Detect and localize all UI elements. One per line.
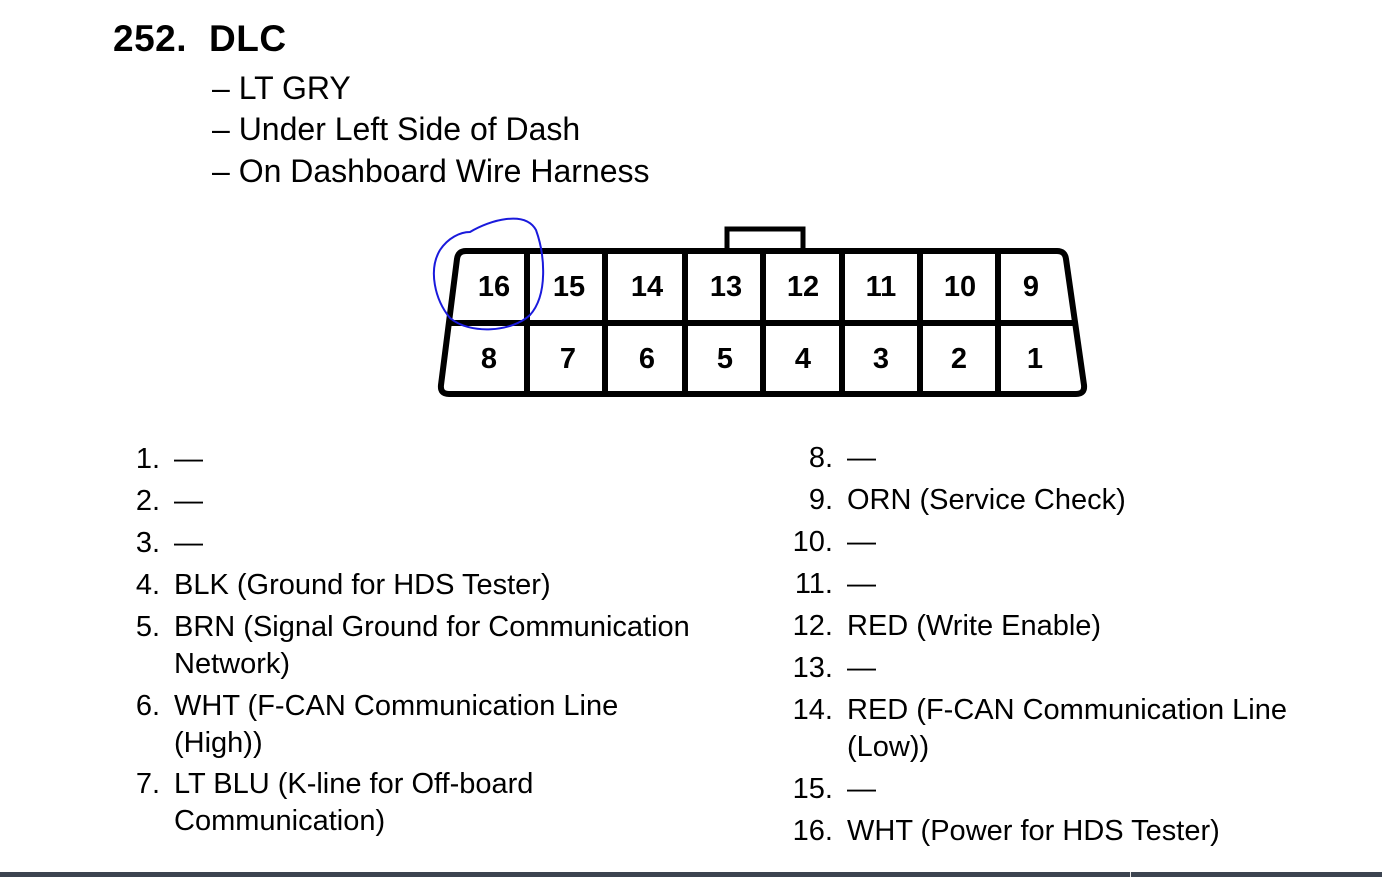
terminal-description: RED (F-CAN Communication Line bbox=[847, 694, 1287, 726]
section-title: DLC bbox=[209, 18, 287, 59]
terminal-label: 3 bbox=[873, 343, 889, 375]
terminal-description: — bbox=[174, 443, 203, 475]
terminal-description-cont: (High)) bbox=[174, 727, 263, 759]
terminal-description-cont: Communication) bbox=[174, 805, 386, 837]
terminal-description: — bbox=[847, 773, 876, 805]
terminal-label: 5 bbox=[717, 343, 733, 375]
terminal-label: 6 bbox=[639, 343, 655, 375]
terminal-number: 15. bbox=[792, 773, 833, 805]
terminal-number: 13. bbox=[792, 652, 833, 684]
terminal-description: LT BLU (K-line for Off-board bbox=[174, 768, 534, 800]
terminal-label: 16 bbox=[478, 271, 510, 303]
terminal-description: — bbox=[847, 568, 876, 600]
section-number: 252. bbox=[113, 18, 188, 59]
terminal-description-cont: (Low)) bbox=[847, 731, 930, 763]
terminal-number: 14. bbox=[792, 694, 833, 726]
terminal-description: — bbox=[847, 442, 876, 474]
terminal-number: 7. bbox=[135, 768, 160, 800]
terminal-number: 9. bbox=[808, 484, 833, 516]
terminal-label: 9 bbox=[1023, 271, 1039, 303]
terminal-number: 6. bbox=[135, 690, 160, 722]
terminal-number: 3. bbox=[135, 527, 160, 559]
detail-location: – Under Left Side of Dash bbox=[212, 111, 581, 147]
terminal-description: BLK (Ground for HDS Tester) bbox=[174, 569, 551, 601]
terminal-label: 14 bbox=[631, 271, 663, 303]
terminal-description: — bbox=[847, 526, 876, 558]
terminal-number: 1. bbox=[135, 443, 160, 475]
page-title: 252. DLC bbox=[113, 18, 287, 60]
terminal-description: WHT (Power for HDS Tester) bbox=[847, 815, 1220, 847]
terminal-description: — bbox=[847, 652, 876, 684]
terminal-label: 8 bbox=[481, 343, 497, 375]
terminal-label: 1 bbox=[1027, 343, 1043, 375]
terminal-label: 11 bbox=[866, 271, 897, 303]
toolbar-divider bbox=[1130, 872, 1131, 877]
bottom-toolbar bbox=[0, 872, 1382, 877]
terminal-label: 2 bbox=[951, 343, 967, 375]
terminal-number: 4. bbox=[135, 569, 160, 601]
highlight-circle bbox=[432, 217, 545, 331]
terminal-label: 15 bbox=[553, 271, 585, 303]
terminal-number: 5. bbox=[135, 611, 160, 643]
terminal-description: WHT (F-CAN Communication Line bbox=[174, 690, 619, 722]
terminal-description: — bbox=[174, 527, 203, 559]
terminal-label: 4 bbox=[795, 343, 811, 375]
terminal-description: — bbox=[174, 485, 203, 517]
terminal-label: 10 bbox=[944, 271, 976, 303]
terminal-number: 12. bbox=[792, 610, 833, 642]
terminal-number: 8. bbox=[808, 442, 833, 474]
terminal-label: 13 bbox=[710, 271, 742, 303]
terminal-number: 2. bbox=[135, 485, 160, 517]
terminal-description: ORN (Service Check) bbox=[847, 484, 1126, 516]
terminal-description: RED (Write Enable) bbox=[847, 610, 1102, 642]
detail-harness: – On Dashboard Wire Harness bbox=[212, 153, 650, 189]
terminal-number: 16. bbox=[792, 815, 833, 847]
detail-color: – LT GRY bbox=[212, 70, 351, 106]
terminal-number: 10. bbox=[792, 526, 833, 558]
terminal-number: 11. bbox=[794, 568, 833, 600]
terminal-description: BRN (Signal Ground for Communication bbox=[174, 611, 690, 643]
terminal-description-cont: Network) bbox=[174, 648, 291, 680]
terminal-label: 7 bbox=[560, 343, 576, 375]
terminal-label: 12 bbox=[787, 271, 819, 303]
